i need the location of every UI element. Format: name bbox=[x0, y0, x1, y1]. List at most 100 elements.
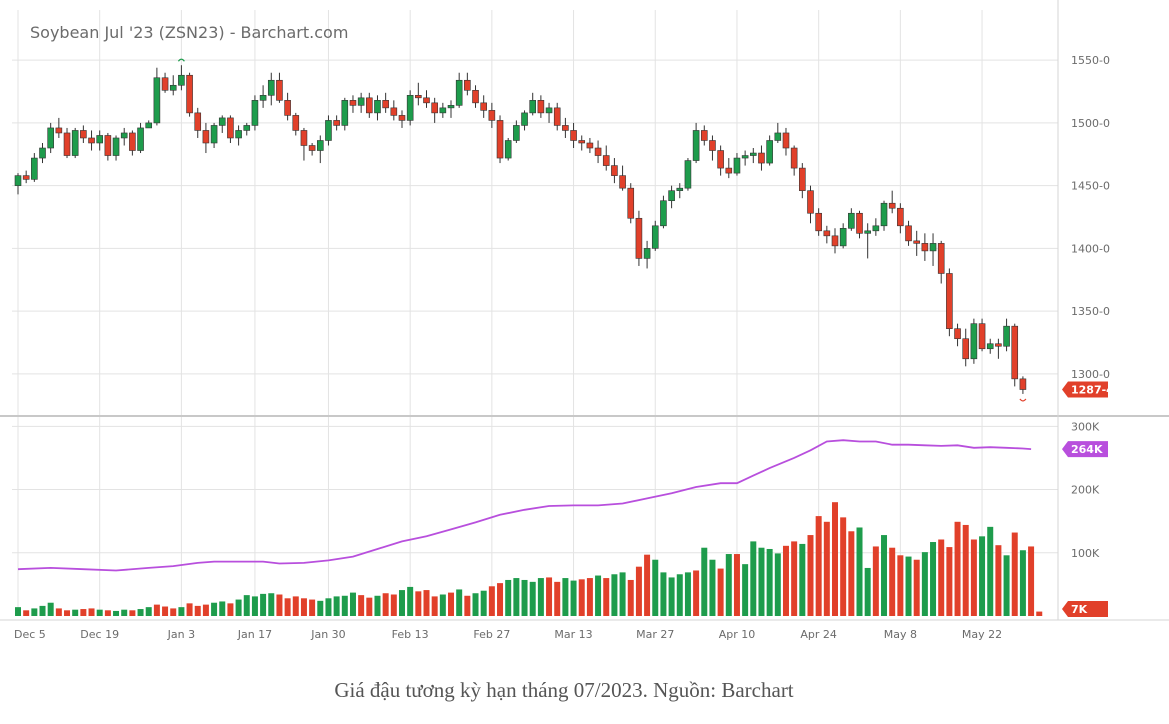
volume-bar bbox=[979, 536, 986, 616]
volume-bar bbox=[823, 521, 830, 616]
volume-bar bbox=[374, 595, 381, 616]
grid bbox=[0, 0, 1169, 621]
candle-body bbox=[946, 273, 953, 329]
volume-tag-text: 7K bbox=[1071, 603, 1088, 616]
volume-bar bbox=[23, 610, 30, 616]
volume-bar bbox=[505, 579, 512, 616]
candle-body bbox=[594, 147, 602, 156]
volume-bar bbox=[725, 554, 732, 616]
candle-body bbox=[937, 243, 945, 274]
candle-body bbox=[194, 112, 202, 131]
volume-bar bbox=[292, 596, 299, 616]
volume-bar bbox=[488, 586, 495, 616]
candle-body bbox=[218, 117, 226, 126]
volume-bar bbox=[415, 591, 422, 616]
volume-bar bbox=[47, 602, 54, 616]
volume-bar bbox=[349, 592, 356, 616]
axes: 1550-0 1500-0 1450-0 1400-0 1350-0 1300-0 300K… bbox=[14, 54, 1114, 641]
volume-bar bbox=[1011, 532, 1018, 616]
volume-bar bbox=[513, 578, 520, 616]
volume-bar bbox=[227, 603, 234, 616]
candle-body bbox=[848, 212, 855, 229]
price-tick-label: 1350-0 bbox=[1071, 305, 1110, 318]
candle-body bbox=[14, 175, 22, 186]
date-tick-label: Dec 19 bbox=[80, 628, 119, 641]
volume-bar bbox=[889, 547, 896, 616]
volume-bar bbox=[194, 605, 201, 616]
volume-bar bbox=[684, 572, 691, 616]
volume-bar bbox=[635, 566, 642, 616]
candle-body bbox=[676, 187, 684, 191]
candle-body bbox=[888, 202, 896, 209]
volume-bar bbox=[390, 594, 397, 616]
candle-body bbox=[709, 140, 716, 151]
candle-body bbox=[570, 130, 577, 141]
candle-body bbox=[692, 130, 700, 161]
candle-body bbox=[55, 127, 63, 134]
volume-bar bbox=[251, 596, 258, 616]
volume-bar bbox=[104, 610, 111, 616]
candle-body bbox=[161, 77, 169, 91]
candle-body bbox=[349, 100, 357, 106]
candle-body bbox=[447, 105, 455, 109]
volume-bar bbox=[464, 595, 471, 616]
volume-bar bbox=[864, 567, 871, 616]
candle-body bbox=[749, 152, 757, 156]
candle-body bbox=[366, 97, 373, 114]
candle-body bbox=[63, 132, 71, 156]
volume-bar bbox=[431, 596, 438, 616]
volume-bar bbox=[113, 610, 120, 616]
low-marker bbox=[1019, 398, 1027, 402]
candle-body bbox=[513, 125, 520, 141]
date-tick-label: Feb 13 bbox=[392, 628, 429, 641]
volume-bar bbox=[80, 609, 87, 616]
candle-body bbox=[480, 102, 487, 111]
volume-bar bbox=[840, 517, 847, 616]
candle-body bbox=[929, 243, 937, 252]
candle-body bbox=[611, 165, 618, 176]
candle-body bbox=[725, 167, 733, 174]
candle-body bbox=[643, 248, 651, 259]
volume-bar bbox=[758, 547, 765, 616]
candle-body bbox=[553, 107, 561, 126]
volume-bar bbox=[652, 559, 659, 616]
candle-body bbox=[210, 125, 218, 144]
chart-title: Soybean Jul '23 (ZSN23) - Barchart.com bbox=[30, 23, 348, 42]
image-caption: Giá đậu tương kỳ hạn tháng 07/2023. Nguồ… bbox=[334, 678, 794, 702]
candle-body bbox=[741, 155, 749, 159]
volume-bar bbox=[497, 583, 504, 616]
volume-bar bbox=[366, 597, 373, 616]
candle-body bbox=[308, 145, 316, 151]
price-tick-label: 1400-0 bbox=[1071, 242, 1110, 255]
volume-bar bbox=[64, 610, 71, 616]
volume-bar bbox=[333, 596, 340, 616]
candle-body bbox=[439, 107, 447, 114]
last-price-tag-text: 1287-4 bbox=[1071, 384, 1114, 397]
volume-bar bbox=[88, 608, 95, 616]
date-tick-label: May 8 bbox=[884, 628, 917, 641]
candle-body bbox=[129, 132, 136, 151]
volume-bar bbox=[341, 595, 348, 616]
candle-body bbox=[292, 115, 300, 131]
volume-bar bbox=[284, 598, 291, 616]
candle-body bbox=[104, 135, 112, 156]
candle-body bbox=[276, 79, 283, 101]
date-tick-label: Apr 24 bbox=[800, 628, 837, 641]
volume-bar bbox=[807, 535, 814, 616]
volume-bar bbox=[178, 607, 185, 616]
candle-body bbox=[22, 175, 30, 180]
volume-bar bbox=[1036, 611, 1043, 616]
candle-body bbox=[333, 120, 340, 126]
candle-body bbox=[578, 140, 586, 144]
candle-body bbox=[341, 100, 349, 126]
price-tick-label: 1550-0 bbox=[1071, 54, 1110, 67]
candle-body bbox=[635, 217, 643, 259]
candle-body bbox=[202, 130, 210, 144]
volume-bar bbox=[644, 554, 651, 616]
candle-body bbox=[962, 338, 970, 360]
candle-body bbox=[423, 97, 430, 104]
volume-bar bbox=[529, 581, 536, 616]
volume-bar bbox=[586, 578, 593, 616]
volume-bar bbox=[96, 609, 103, 616]
candle-body bbox=[651, 225, 659, 249]
